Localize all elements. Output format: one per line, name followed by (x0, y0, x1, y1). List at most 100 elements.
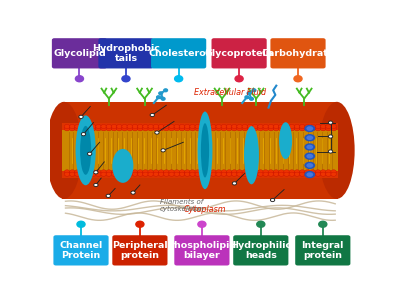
Circle shape (310, 170, 316, 174)
Circle shape (200, 124, 206, 129)
Circle shape (258, 170, 263, 174)
Circle shape (305, 127, 310, 131)
Circle shape (273, 127, 279, 131)
Circle shape (190, 124, 195, 129)
Circle shape (305, 172, 310, 176)
Circle shape (328, 135, 333, 138)
Circle shape (232, 172, 237, 176)
Circle shape (221, 127, 227, 131)
Circle shape (80, 127, 86, 131)
Circle shape (252, 170, 258, 174)
FancyBboxPatch shape (233, 235, 288, 266)
Circle shape (232, 170, 237, 174)
Circle shape (106, 127, 112, 131)
Text: Glycolipid: Glycolipid (53, 49, 106, 58)
Circle shape (284, 124, 289, 129)
Circle shape (326, 170, 331, 174)
Circle shape (153, 127, 159, 131)
Circle shape (258, 127, 263, 131)
Circle shape (284, 172, 289, 176)
Circle shape (326, 172, 331, 176)
Circle shape (294, 170, 300, 174)
Circle shape (268, 170, 274, 174)
Ellipse shape (304, 171, 315, 178)
Circle shape (284, 127, 289, 131)
Circle shape (273, 124, 279, 129)
Circle shape (70, 170, 75, 174)
Circle shape (161, 149, 165, 152)
Ellipse shape (112, 149, 133, 183)
Circle shape (305, 170, 310, 174)
Circle shape (143, 124, 148, 129)
Circle shape (90, 124, 96, 129)
Circle shape (232, 124, 237, 129)
Circle shape (270, 198, 275, 202)
Circle shape (138, 127, 143, 131)
Circle shape (174, 124, 180, 129)
Circle shape (90, 170, 96, 174)
Circle shape (237, 170, 242, 174)
Circle shape (232, 127, 237, 131)
Circle shape (70, 172, 75, 176)
Circle shape (257, 221, 265, 227)
Circle shape (138, 170, 143, 174)
Circle shape (94, 171, 98, 174)
Circle shape (174, 172, 180, 176)
Circle shape (122, 170, 127, 174)
Ellipse shape (76, 116, 96, 185)
Circle shape (77, 221, 85, 227)
Circle shape (122, 76, 130, 82)
Ellipse shape (319, 102, 355, 199)
Circle shape (131, 191, 135, 194)
Circle shape (143, 172, 148, 176)
Circle shape (315, 124, 321, 129)
Circle shape (169, 127, 174, 131)
Circle shape (319, 221, 327, 227)
Circle shape (164, 124, 169, 129)
Circle shape (190, 172, 195, 176)
Circle shape (190, 170, 195, 174)
Circle shape (258, 124, 263, 129)
Circle shape (211, 170, 216, 174)
Circle shape (127, 170, 132, 174)
Circle shape (101, 127, 106, 131)
Ellipse shape (304, 162, 315, 169)
Text: Cholesterol: Cholesterol (148, 49, 209, 58)
FancyBboxPatch shape (212, 38, 267, 68)
Circle shape (101, 172, 106, 176)
Circle shape (158, 127, 164, 131)
Circle shape (328, 121, 333, 124)
Ellipse shape (306, 135, 313, 140)
Circle shape (226, 127, 232, 131)
Ellipse shape (306, 163, 313, 168)
Circle shape (320, 124, 326, 129)
Circle shape (221, 124, 227, 129)
Circle shape (184, 172, 190, 176)
Circle shape (237, 124, 242, 129)
Circle shape (211, 172, 216, 176)
Circle shape (64, 124, 70, 129)
Circle shape (278, 170, 284, 174)
Circle shape (184, 170, 190, 174)
Ellipse shape (201, 123, 209, 178)
Ellipse shape (304, 152, 315, 160)
Circle shape (155, 131, 159, 134)
Circle shape (106, 194, 110, 197)
Circle shape (132, 172, 138, 176)
Circle shape (221, 170, 227, 174)
Circle shape (331, 127, 336, 131)
Ellipse shape (244, 126, 259, 184)
Circle shape (184, 124, 190, 129)
Text: Peripheral
protein: Peripheral protein (112, 241, 168, 260)
Circle shape (179, 124, 185, 129)
Circle shape (320, 127, 326, 131)
Circle shape (198, 221, 206, 227)
Circle shape (200, 170, 206, 174)
Circle shape (80, 124, 86, 129)
Circle shape (64, 170, 70, 174)
Circle shape (237, 172, 242, 176)
Circle shape (122, 124, 127, 129)
Circle shape (174, 170, 180, 174)
Circle shape (300, 172, 305, 176)
FancyBboxPatch shape (54, 235, 108, 266)
